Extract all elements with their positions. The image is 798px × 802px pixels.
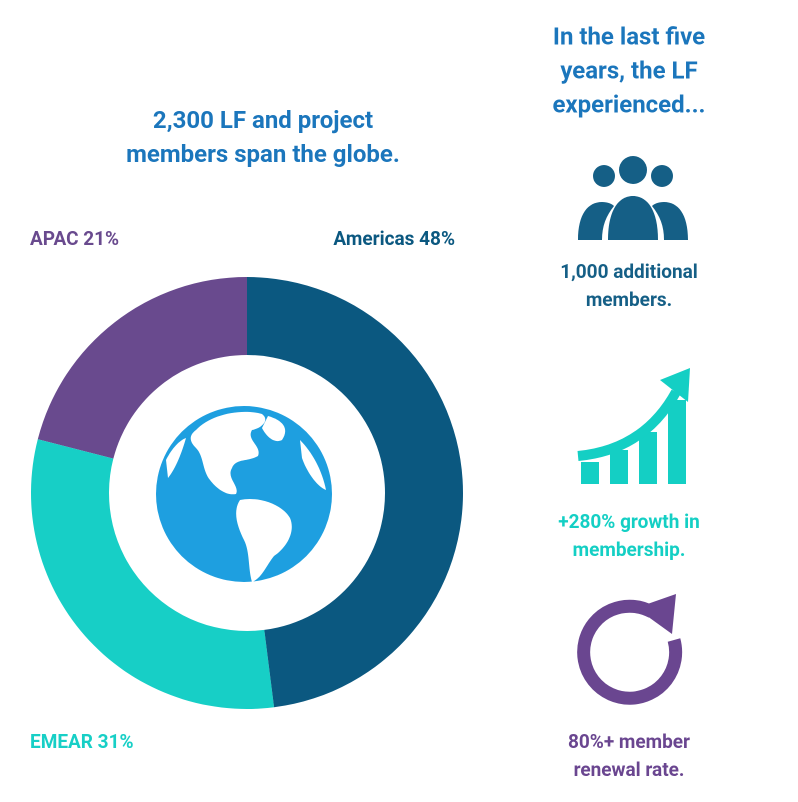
side-heading: years, the LF [560, 56, 697, 84]
category-label: EMEAR [30, 730, 93, 753]
stat-text: 80%+ member [568, 730, 690, 753]
globe-icon [156, 406, 332, 582]
side-heading: In the last five [553, 22, 705, 50]
category-label: Americas [333, 227, 414, 250]
value-label: 48% [414, 227, 455, 250]
value-label: 31% [93, 730, 134, 753]
side-heading: experienced... [552, 90, 705, 118]
category-label: APAC [30, 227, 79, 250]
donut-slice [247, 277, 464, 708]
stat-text: 1,000 additional [560, 260, 698, 283]
value-label: 21% [79, 227, 120, 250]
stat-text: +280% growth in [558, 510, 700, 533]
stat-text: membership. [573, 538, 686, 561]
growth-icon [577, 368, 690, 484]
chart-title: 2,300 LF and project members span the glo… [126, 106, 400, 168]
renewal-icon [577, 594, 683, 705]
slice-label: APAC 21% [30, 227, 119, 250]
stat-text: members. [586, 288, 672, 311]
donut-slice [37, 277, 247, 459]
people-icon [578, 156, 688, 240]
slice-label: EMEAR 31% [30, 730, 134, 753]
stat-text: renewal rate. [574, 758, 685, 781]
donut-slice [31, 439, 275, 709]
slice-label: Americas 48% [333, 227, 455, 250]
